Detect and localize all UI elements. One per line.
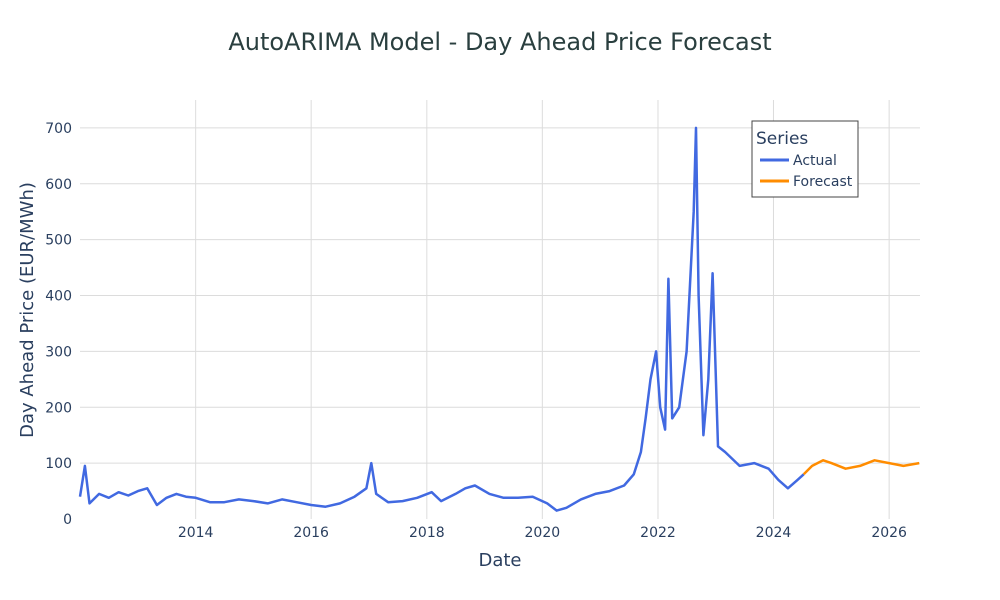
x-tick-label: 2014 [178,525,214,541]
x-tick-label: 2018 [409,525,445,541]
x-tick-label: 2022 [640,525,676,541]
legend-label-forecast[interactable]: Forecast [793,174,853,190]
legend[interactable]: Series Actual Forecast [751,120,859,198]
y-tick-label: 500 [45,233,72,249]
y-tick-label: 700 [45,121,72,137]
y-tick-label: 400 [45,289,72,305]
y-tick-label: 100 [45,456,72,472]
x-tick-label: 2016 [293,525,329,541]
x-tick-label: 2020 [525,525,561,541]
y-tick-label: 0 [63,512,72,528]
y-axis-title: Day Ahead Price (EUR/MWh) [17,182,38,438]
x-tick-label: 2026 [871,525,907,541]
y-tick-label: 300 [45,344,72,360]
series-line-actual [78,126,805,512]
chart-title: AutoARIMA Model - Day Ahead Price Foreca… [228,28,771,56]
grid-layer [80,100,920,519]
y-tick-label: 600 [45,177,72,193]
tick-layer: 0 100 200 300 400 500 600 700 2014 2016 2018 2020 20… [45,121,907,541]
series-line-forecast [802,459,920,476]
legend-label-actual[interactable]: Actual [793,153,837,169]
x-axis-title: Date [478,550,521,571]
series-layer [78,126,920,512]
x-tick-label: 2024 [756,525,792,541]
y-tick-label: 200 [45,400,72,416]
legend-title: Series [756,129,808,149]
